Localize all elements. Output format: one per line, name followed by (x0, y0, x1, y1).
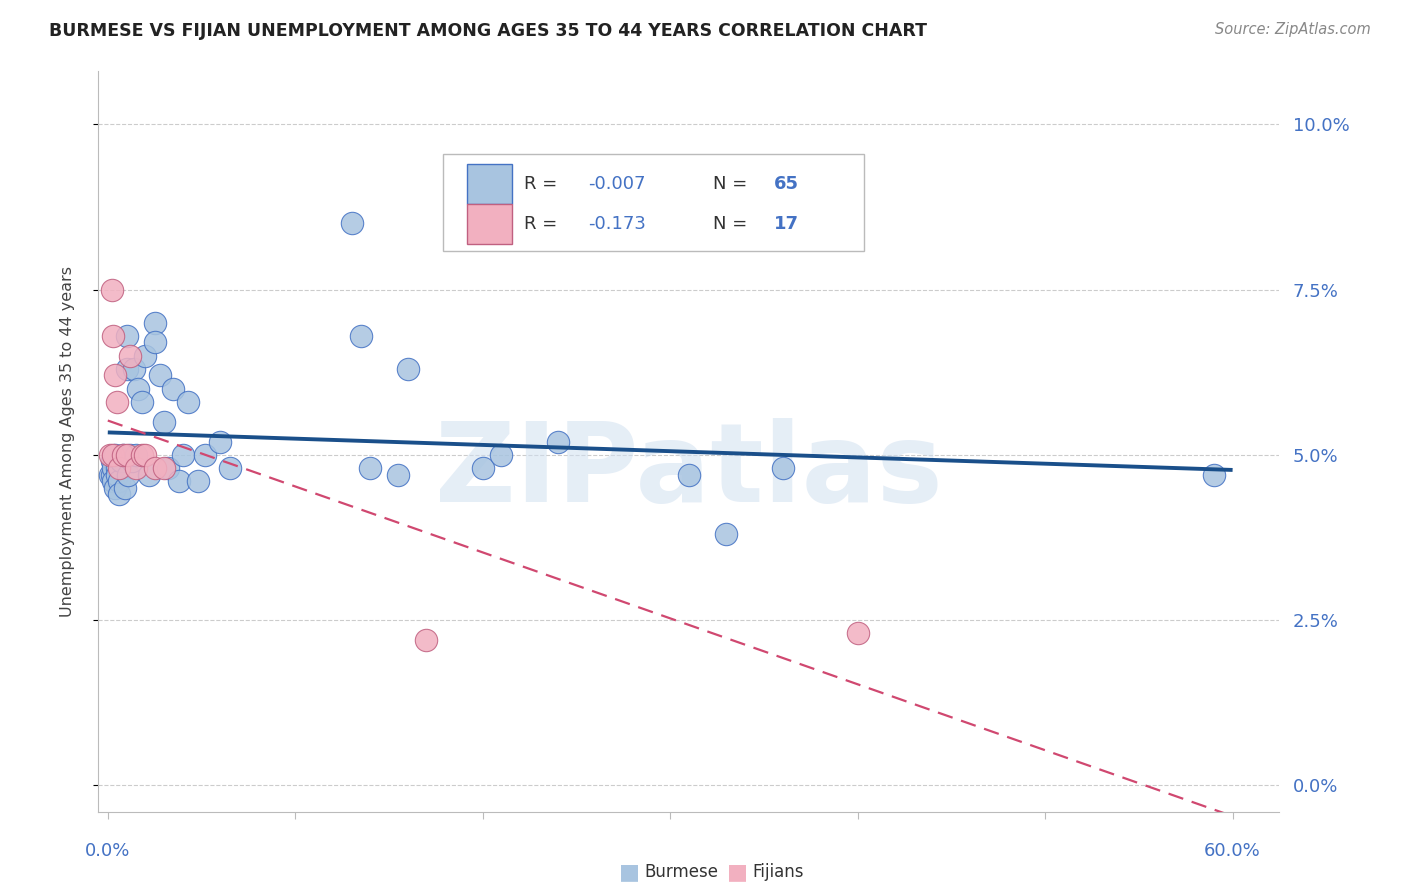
Point (547, 434, 569, 449)
Point (846, 626, 869, 640)
Point (125, 448, 148, 462)
Point (359, 461, 381, 475)
Text: R =: R = (523, 175, 562, 193)
Point (396, 361, 419, 376)
Text: R =: R = (523, 215, 568, 233)
Point (115, 361, 138, 376)
Point (491, 448, 513, 462)
Text: 60.0%: 60.0% (1204, 842, 1261, 860)
Point (104, 368, 127, 383)
Point (177, 395, 200, 409)
Point (105, 395, 128, 409)
Point (415, 632, 437, 647)
Point (209, 434, 232, 449)
Point (167, 474, 190, 488)
Point (218, 461, 240, 475)
Text: N =: N = (713, 175, 752, 193)
Point (108, 461, 131, 475)
Point (104, 481, 127, 495)
Text: 0.0%: 0.0% (86, 842, 131, 860)
Point (103, 448, 125, 462)
Point (134, 349, 156, 363)
Point (716, 527, 738, 541)
Point (156, 461, 179, 475)
Point (678, 467, 700, 482)
Point (103, 328, 125, 343)
Point (143, 335, 166, 350)
Point (104, 448, 127, 462)
Point (153, 461, 176, 475)
Point (111, 448, 134, 462)
Text: BURMESE VS FIJIAN UNEMPLOYMENT AMONG AGES 35 TO 44 YEARS CORRELATION CHART: BURMESE VS FIJIAN UNEMPLOYMENT AMONG AGE… (49, 22, 927, 40)
Point (350, 328, 373, 343)
Text: Fijians: Fijians (752, 863, 804, 881)
Point (98, 448, 121, 462)
Point (114, 481, 136, 495)
Text: Source: ZipAtlas.com: Source: ZipAtlas.com (1215, 22, 1371, 37)
Text: 65: 65 (773, 175, 799, 193)
Bar (467, 164, 512, 204)
Point (100, 454, 122, 468)
Point (138, 467, 160, 482)
Point (172, 448, 194, 462)
Point (187, 474, 209, 488)
Text: ZIPatlas: ZIPatlas (434, 417, 943, 524)
Point (103, 461, 125, 475)
Point (162, 382, 184, 396)
Y-axis label: Unemployment Among Ages 35 to 44 years: Unemployment Among Ages 35 to 44 years (60, 266, 75, 617)
Point (98, 467, 121, 482)
Point (100, 283, 122, 297)
Point (194, 448, 217, 462)
Point (100, 467, 122, 482)
Text: 17: 17 (773, 215, 799, 233)
Point (108, 474, 131, 488)
Point (143, 316, 166, 330)
Point (120, 448, 142, 462)
Point (471, 461, 494, 475)
Point (120, 349, 142, 363)
Text: N =: N = (713, 215, 752, 233)
Point (103, 474, 125, 488)
Point (387, 467, 409, 482)
Point (127, 382, 149, 396)
Text: Burmese: Burmese (644, 863, 718, 881)
Point (111, 448, 134, 462)
Point (134, 448, 156, 462)
Point (115, 328, 138, 343)
Point (131, 395, 153, 409)
Point (772, 461, 794, 475)
Point (121, 454, 143, 468)
Point (125, 461, 148, 475)
Text: -0.007: -0.007 (589, 175, 645, 193)
Point (149, 368, 172, 383)
Point (105, 461, 128, 475)
Point (117, 467, 139, 482)
Point (115, 448, 138, 462)
Text: ■: ■ (727, 863, 748, 882)
Point (153, 415, 176, 429)
Point (108, 487, 131, 501)
Point (105, 467, 128, 482)
Bar (467, 203, 512, 244)
Point (122, 361, 145, 376)
FancyBboxPatch shape (443, 154, 863, 252)
Point (110, 454, 132, 468)
Text: -0.173: -0.173 (589, 215, 647, 233)
Point (340, 216, 363, 230)
Point (131, 448, 153, 462)
Point (143, 461, 166, 475)
Text: ■: ■ (619, 863, 640, 882)
Point (1202, 467, 1225, 482)
